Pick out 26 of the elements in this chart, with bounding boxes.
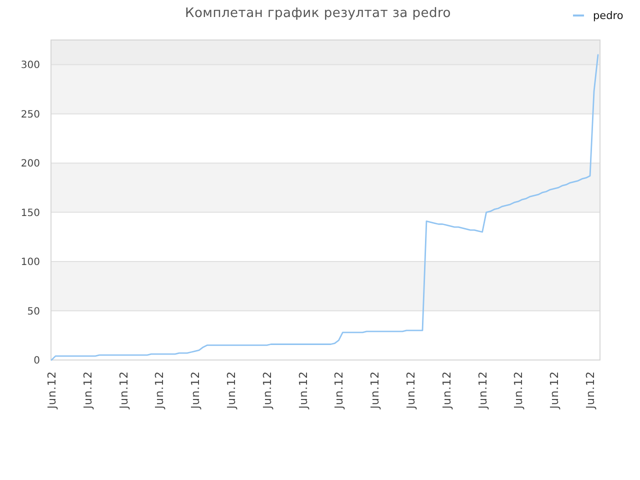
x-tick-label: Jun.12 [584, 371, 598, 410]
x-tick-label: Jun.12 [440, 371, 454, 410]
x-tick-label: Jun.12 [46, 371, 58, 410]
x-tick-label: Jun.12 [225, 371, 238, 410]
x-tick-label: Jun.12 [153, 371, 166, 410]
legend-label: pedro [593, 10, 624, 22]
x-tick-label: Jun.12 [296, 371, 310, 410]
x-tick-label: Jun.12 [117, 371, 130, 410]
y-tick-label: 0 [34, 356, 40, 366]
y-tick-label: 250 [20, 109, 40, 120]
x-tick-label: Jun.12 [332, 371, 346, 410]
x-tick-label: Jun.12 [548, 371, 562, 410]
x-tick-label: Jun.12 [512, 371, 526, 410]
y-tick-label: 200 [20, 158, 40, 170]
x-tick-label: Jun.12 [260, 371, 274, 410]
y-tick-label: 150 [20, 208, 40, 219]
x-tick-label: Jun.12 [368, 371, 382, 410]
y-tick-label: 50 [27, 306, 40, 318]
x-tick-label: Jun.12 [476, 371, 490, 410]
y-tick-label: 100 [20, 257, 40, 268]
x-tick-label: Jun.12 [189, 371, 202, 410]
x-tick-label: Jun.12 [404, 371, 418, 410]
line-series [50, 54, 599, 361]
x-tick-label: Jun.12 [81, 371, 94, 410]
y-tick-label: 300 [20, 60, 40, 72]
chart-title: Комплетан график резултат за pedro [185, 6, 451, 21]
